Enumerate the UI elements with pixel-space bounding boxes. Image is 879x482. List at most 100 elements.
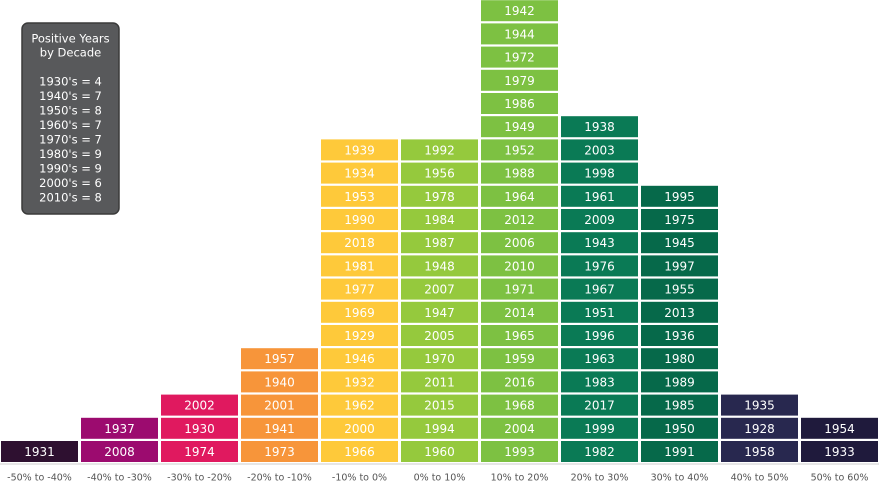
year-box (481, 278, 558, 300)
x-tick-label: 0% to 10% (414, 473, 466, 482)
x-tick-label: 20% to 30% (571, 473, 629, 482)
year-label: 2002 (184, 399, 215, 413)
year-label: 1958 (744, 445, 775, 459)
year-box (321, 394, 398, 416)
year-box (321, 417, 398, 439)
year-label: 1946 (344, 352, 375, 366)
year-box (401, 185, 478, 207)
year-label: 1985 (664, 399, 695, 413)
x-tick-label: -50% to -40% (7, 473, 72, 482)
year-label: 1981 (344, 259, 375, 273)
year-label: 1937 (104, 422, 135, 436)
year-box (561, 301, 638, 323)
year-label: 1959 (504, 352, 535, 366)
x-tick-label: 50% to 60% (811, 473, 869, 482)
year-box (561, 139, 638, 161)
year-label: 1994 (424, 422, 455, 436)
year-label: 1995 (664, 190, 695, 204)
year-label: 1933 (824, 445, 855, 459)
year-box (561, 394, 638, 416)
year-box (641, 209, 718, 230)
year-box (481, 46, 558, 68)
year-box (481, 255, 558, 277)
year-box (481, 23, 558, 45)
year-label: 2013 (664, 306, 695, 320)
year-label: 2012 (504, 213, 535, 227)
year-label: 1977 (344, 283, 375, 297)
year-box (561, 325, 638, 346)
year-box (481, 185, 558, 207)
legend-box (21, 22, 120, 215)
x-tick-label: 40% to 50% (731, 473, 789, 482)
year-label: 2010 (504, 259, 535, 273)
year-box (561, 185, 638, 207)
year-box (81, 441, 158, 462)
x-tick-label: 10% to 20% (491, 473, 549, 482)
year-label: 1930 (184, 422, 215, 436)
year-label: 1953 (344, 190, 375, 204)
year-label: 1956 (424, 167, 455, 181)
year-label: 1961 (584, 190, 615, 204)
year-box (561, 209, 638, 230)
year-label: 1950 (664, 422, 695, 436)
year-label: 1963 (584, 352, 615, 366)
year-box (561, 371, 638, 393)
year-box (241, 348, 318, 370)
year-box (481, 93, 558, 114)
year-label: 1938 (584, 120, 615, 134)
year-box (481, 325, 558, 346)
year-box (401, 139, 478, 161)
year-label: 1974 (184, 445, 215, 459)
year-box (721, 417, 798, 439)
year-box (481, 348, 558, 370)
year-label: 1928 (744, 422, 775, 436)
year-label: 1960 (424, 445, 455, 459)
year-label: 2016 (504, 375, 535, 389)
year-box (721, 441, 798, 462)
year-box (561, 162, 638, 184)
year-box (481, 394, 558, 416)
year-box (561, 348, 638, 370)
year-box (81, 417, 158, 439)
year-box (1, 441, 78, 462)
legend-title: Positive Years (31, 32, 109, 46)
year-box (481, 371, 558, 393)
year-label: 2015 (424, 399, 455, 413)
year-label: 1944 (504, 27, 535, 41)
year-label: 1934 (344, 167, 375, 181)
year-label: 1965 (504, 329, 535, 343)
year-label: 1967 (584, 283, 615, 297)
year-box (481, 441, 558, 462)
year-box (641, 232, 718, 254)
year-label: 2008 (104, 445, 135, 459)
legend-entry: 1960's = 7 (39, 118, 102, 132)
year-label: 2005 (424, 329, 455, 343)
year-label: 1949 (504, 120, 535, 134)
year-label: 1945 (664, 236, 695, 250)
year-box (561, 417, 638, 439)
year-box (401, 371, 478, 393)
year-label: 1935 (744, 399, 775, 413)
year-box (481, 0, 558, 22)
year-label: 1948 (424, 259, 455, 273)
year-box (241, 417, 318, 439)
year-box (401, 301, 478, 323)
year-label: 1954 (824, 422, 855, 436)
year-box (241, 394, 318, 416)
year-box (321, 348, 398, 370)
year-box (161, 441, 238, 462)
year-label: 1996 (584, 329, 615, 343)
year-box (641, 417, 718, 439)
year-label: 1982 (584, 445, 615, 459)
year-label: 2003 (584, 143, 615, 157)
year-label: 2011 (424, 375, 455, 389)
year-box (561, 232, 638, 254)
year-label: 1943 (584, 236, 615, 250)
year-box (401, 162, 478, 184)
year-label: 1932 (344, 375, 375, 389)
year-box (801, 441, 878, 462)
year-box (401, 441, 478, 462)
year-label: 1951 (584, 306, 615, 320)
year-label: 1983 (584, 375, 615, 389)
